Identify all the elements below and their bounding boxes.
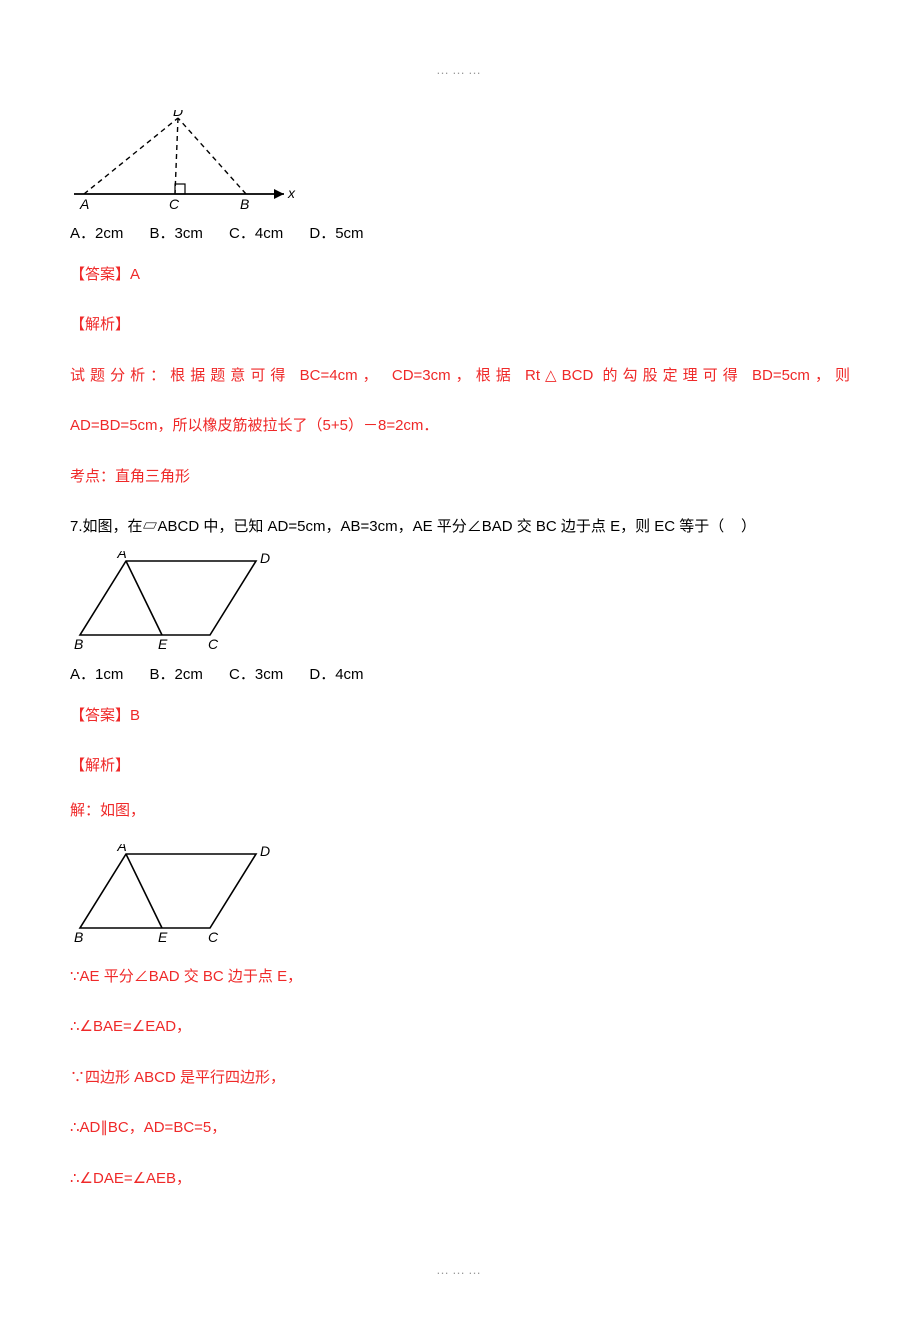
options-q6: A．2cm B．3cm C．4cm D．5cm [70,223,850,246]
label2-D: D [260,551,270,566]
footer-dots: ……… [70,1260,850,1280]
answer-6-value: A [130,266,140,283]
options-q7: A．1cm B．2cm C．3cm D．4cm [70,664,850,687]
option-6D: D．5cm [309,223,363,246]
analysis-6-label: 【解析】 [70,314,850,337]
label3-B: B [74,929,83,944]
analysis-7-l6: ∴∠DAE=∠AEB， [70,1168,850,1191]
label-B: B [240,196,249,210]
question-7-num: 7. [70,518,83,535]
option-6B: B．3cm [150,223,203,246]
label2-A: A [116,551,126,561]
kaodian-6: 考点：直角三角形 [70,466,850,489]
analysis-7-l4: ∵四边形 ABCD 是平行四边形， [70,1067,850,1090]
label2-E: E [158,636,168,651]
analysis-7-line1: 解：如图， [70,800,850,823]
analysis-7-l5: ∴AD∥BC，AD=BC=5， [70,1117,850,1140]
answer-6-label: 【答案】 [70,266,130,283]
label3-C: C [208,929,219,944]
analysis-7-l3: ∴∠BAE=∠EAD， [70,1016,850,1039]
label3-E: E [158,929,168,944]
question-7-text-b: ） [741,518,756,535]
option-7B: B．2cm [150,664,203,687]
label2-B: B [74,636,83,651]
figure-parallelogram-1: A D B E C [70,551,850,659]
answer-6: 【答案】A [70,264,850,287]
analysis-6-line2: AD=BD=5cm，所以橡皮筋被拉长了（5+5）－8=2cm． [70,415,850,438]
question-7: 7.如图，在▱ABCD 中，已知 AD=5cm，AB=3cm，AE 平分∠BAD… [70,516,850,539]
label3-D: D [260,844,270,859]
analysis-7-l2: ∵AE 平分∠BAD 交 BC 边于点 E， [70,966,850,989]
figure-parallelogram-2: A D B E C [70,844,850,952]
option-7D: D．4cm [309,664,363,687]
label-A: A [79,196,89,210]
option-7C: C．3cm [229,664,283,687]
label-C: C [169,196,180,210]
figure-triangle-dcx: D A C B x [70,110,850,218]
option-6C: C．4cm [229,223,283,246]
question-7-text-a: 如图，在▱ABCD 中，已知 AD=5cm，AB=3cm，AE 平分∠BAD 交… [83,518,725,535]
analysis-7-label: 【解析】 [70,755,850,778]
answer-7-value: B [130,707,140,724]
answer-7-label: 【答案】 [70,707,130,724]
label-D: D [173,110,183,119]
answer-7: 【答案】B [70,705,850,728]
analysis-6-line1: 试题分析：根据题意可得 BC=4cm， CD=3cm，根据 Rt△BCD 的勾股… [70,365,850,388]
option-7A: A．1cm [70,664,123,687]
label3-A: A [116,844,126,854]
option-6A: A．2cm [70,223,123,246]
label2-C: C [208,636,219,651]
header-dots: ……… [70,60,850,80]
label-x: x [287,185,296,201]
